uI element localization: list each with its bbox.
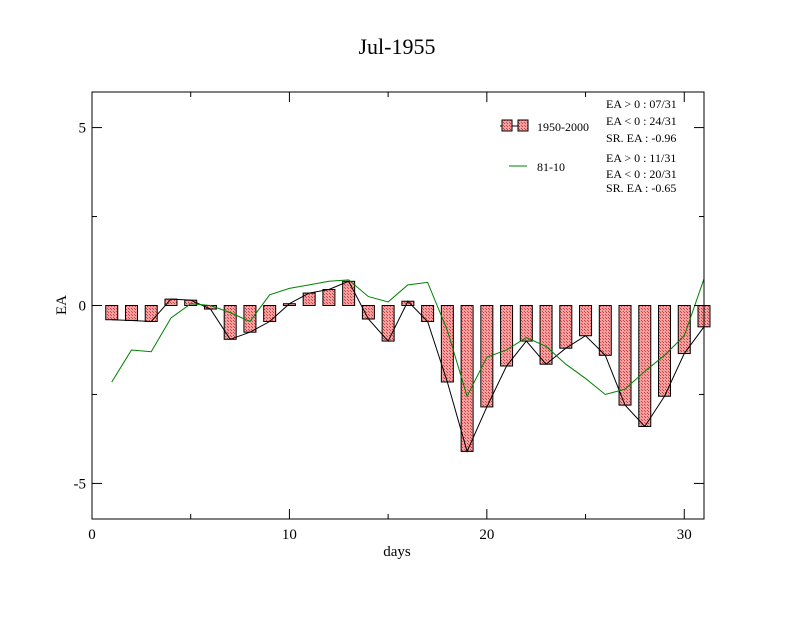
- stat-81-10-negative: EA < 0 : 20/31: [606, 167, 677, 181]
- series-line-1950-2000: [111, 280, 705, 453]
- legend: 1950-2000 81-10 EA > 0 : 07/31 EA < 0 : …: [500, 97, 677, 195]
- legend-swatch-1950-2000-right: [517, 119, 529, 132]
- bar-day-3: [144, 305, 158, 323]
- chart-title: Jul-1955: [359, 34, 436, 59]
- stat-1950-2000-negative: EA < 0 : 24/31: [606, 114, 677, 128]
- stat-1950-2000-positive: EA > 0 : 07/31: [606, 97, 677, 111]
- bar-day-1: [105, 305, 119, 321]
- bar-day-26: [598, 305, 612, 356]
- bar-day-20: [480, 305, 494, 408]
- bar-day-17: [421, 305, 435, 323]
- bar-day-2: [124, 305, 138, 321]
- stat-81-10-sr: SR. EA : -0.65: [606, 181, 676, 195]
- legend-label-1950-2000: 1950-2000: [537, 120, 589, 134]
- bar-day-22: [519, 305, 533, 342]
- bar-day-28: [638, 305, 652, 427]
- x-tick-label-30: 30: [677, 527, 692, 543]
- x-axis-label: days: [383, 544, 411, 560]
- plot-area: [105, 278, 711, 453]
- bar-day-24: [559, 305, 573, 349]
- x-axis: 0 10 20 30: [88, 92, 692, 543]
- stat-81-10-positive: EA > 0 : 11/31: [606, 151, 676, 165]
- legend-swatch-1950-2000-left: [501, 119, 513, 132]
- bar-day-8: [243, 305, 257, 333]
- y-axis-label: EA: [54, 295, 70, 315]
- bar-day-30: [677, 305, 691, 355]
- bar-day-23: [539, 305, 553, 365]
- bar-day-7: [223, 305, 237, 340]
- bar-day-12: [322, 288, 336, 306]
- y-tick-label-0: 0: [79, 299, 87, 315]
- x-tick-label-0: 0: [88, 527, 96, 543]
- y-tick-label-5: 5: [79, 121, 87, 137]
- bar-day-13: [342, 280, 356, 306]
- bar-day-19: [460, 305, 474, 452]
- bar-day-25: [579, 305, 593, 337]
- y-axis: -5 0 5: [74, 121, 704, 492]
- bar-day-9: [263, 305, 277, 323]
- bar-day-5: [184, 299, 198, 307]
- x-tick-label-10: 10: [282, 527, 297, 543]
- bar-day-14: [361, 305, 375, 320]
- stat-1950-2000-sr: SR. EA : -0.96: [606, 131, 676, 145]
- x-tick-label-20: 20: [479, 527, 494, 543]
- bar-day-21: [500, 305, 514, 367]
- series-line-81-10: [111, 278, 705, 398]
- y-tick-label--5: -5: [74, 476, 87, 492]
- legend-label-81-10: 81-10: [537, 160, 565, 174]
